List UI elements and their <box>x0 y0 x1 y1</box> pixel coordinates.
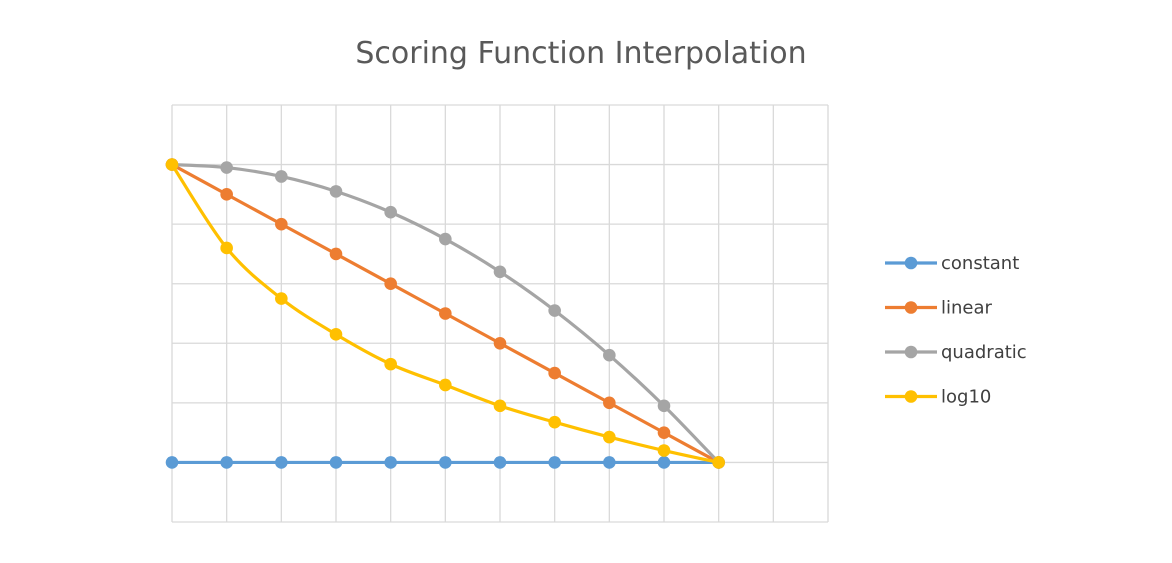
data-point-quadratic-7 <box>548 304 561 317</box>
data-point-linear-3 <box>329 247 343 261</box>
series-log10 <box>165 158 725 469</box>
legend-item-log10: log10 <box>885 387 991 408</box>
data-point-quadratic-8 <box>603 348 616 362</box>
legend-label: linear <box>941 298 993 319</box>
series-linear <box>165 158 725 469</box>
data-point-constant-2 <box>275 456 288 469</box>
data-point-linear-9 <box>657 426 671 439</box>
data-point-linear-2 <box>275 217 288 231</box>
legend-swatch-marker <box>904 390 918 403</box>
legend-label: constant <box>941 253 1019 274</box>
data-point-linear-4 <box>384 277 397 291</box>
data-point-constant-6 <box>493 456 507 469</box>
legend-swatch-marker <box>904 256 918 270</box>
data-point-constant-1 <box>220 456 233 469</box>
data-point-quadratic-6 <box>493 265 507 279</box>
chart-title: Scoring Function Interpolation <box>355 36 806 71</box>
data-point-linear-1 <box>220 188 233 201</box>
legend-label: quadratic <box>941 342 1027 363</box>
series-constant <box>165 456 725 469</box>
data-point-constant-9 <box>657 456 671 469</box>
data-point-log10-4 <box>384 357 397 371</box>
data-point-quadratic-4 <box>384 205 397 219</box>
data-point-constant-5 <box>439 456 452 469</box>
data-point-log10-9 <box>657 444 671 457</box>
legend-item-quadratic: quadratic <box>885 342 1027 363</box>
data-point-quadratic-5 <box>439 232 452 246</box>
data-point-log10-10 <box>712 456 725 469</box>
data-point-linear-7 <box>548 366 561 380</box>
series-line-log10 <box>170 162 721 465</box>
data-point-constant-7 <box>548 456 561 469</box>
legend-item-constant: constant <box>885 253 1019 274</box>
legend-item-linear: linear <box>885 298 993 319</box>
data-point-constant-0 <box>165 456 179 469</box>
data-point-constant-4 <box>384 456 397 469</box>
chart-legend: constant linear quadratic log10 <box>885 253 1027 408</box>
data-point-log10-7 <box>548 415 561 429</box>
data-point-quadratic-2 <box>275 170 288 183</box>
data-point-quadratic-1 <box>220 161 233 174</box>
data-point-linear-6 <box>493 336 507 350</box>
data-point-linear-5 <box>439 307 452 320</box>
legend-swatch-marker <box>904 345 918 359</box>
data-point-log10-8 <box>603 430 616 444</box>
data-point-log10-3 <box>329 328 343 341</box>
data-point-log10-1 <box>220 241 233 255</box>
plot-series <box>165 158 725 469</box>
data-point-constant-3 <box>329 456 343 469</box>
data-point-log10-2 <box>275 292 288 305</box>
data-point-quadratic-9 <box>657 399 671 413</box>
series-line-quadratic <box>170 162 721 465</box>
data-point-linear-8 <box>603 396 616 410</box>
data-point-quadratic-3 <box>329 185 343 198</box>
data-point-log10-5 <box>439 378 452 392</box>
data-point-constant-8 <box>603 456 616 469</box>
data-point-log10-0 <box>165 158 179 171</box>
legend-label: log10 <box>941 387 991 408</box>
data-point-log10-6 <box>493 399 507 413</box>
legend-swatch-marker <box>904 301 918 314</box>
